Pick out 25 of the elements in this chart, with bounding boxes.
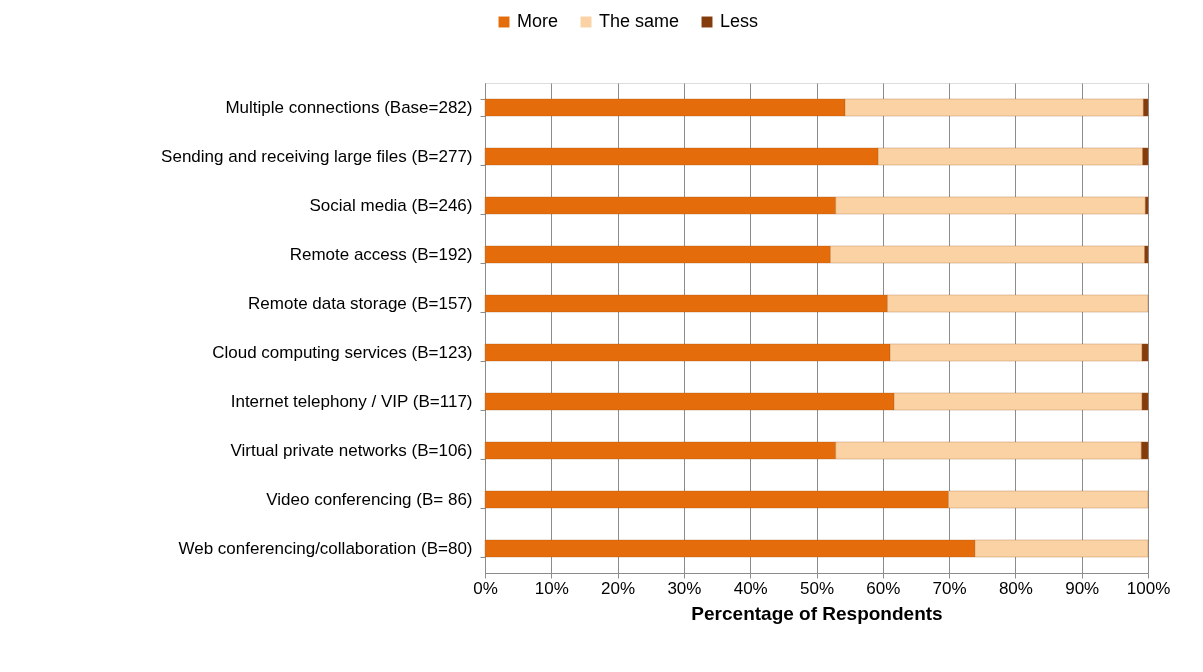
legend-label: The same bbox=[599, 11, 680, 31]
x-tick-label: 30% bbox=[667, 578, 702, 598]
y-tick-label: Social media (B=246) bbox=[309, 196, 473, 215]
x-axis-title: Percentage of Respondents bbox=[691, 602, 943, 624]
y-tick-label: Remote access (B=192) bbox=[289, 245, 473, 264]
x-tick-label: 50% bbox=[799, 578, 835, 598]
x-tick-label: 90% bbox=[1065, 578, 1100, 598]
x-tick-label: 100% bbox=[1126, 578, 1171, 598]
legend-label: Less bbox=[720, 11, 759, 31]
y-tick-label: Sending and receiving large files (B=277) bbox=[161, 147, 473, 166]
legend-label: More bbox=[517, 11, 559, 31]
x-tick-label: 70% bbox=[932, 578, 967, 598]
y-tick-label: Web conferencing/collaboration (B=80) bbox=[178, 539, 473, 558]
x-tick-label: 40% bbox=[733, 578, 768, 598]
x-tick-label: 60% bbox=[866, 578, 901, 598]
y-tick-label: Internet telephony / VIP (B=117) bbox=[230, 392, 473, 411]
x-tick-label: 80% bbox=[998, 578, 1033, 598]
y-tick-label: Cloud computing services (B=123) bbox=[212, 343, 473, 362]
x-tick-label: 20% bbox=[601, 578, 636, 598]
y-tick-label: Video conferencing (B= 86) bbox=[266, 490, 473, 509]
y-tick-label: Multiple connections (Base=282) bbox=[225, 98, 473, 117]
x-tick-label: 10% bbox=[534, 578, 569, 598]
y-tick-label: Virtual private networks (B=106) bbox=[230, 441, 473, 460]
y-tick-label: Remote data storage (B=157) bbox=[248, 294, 473, 313]
x-tick-label: 0% bbox=[473, 578, 498, 598]
